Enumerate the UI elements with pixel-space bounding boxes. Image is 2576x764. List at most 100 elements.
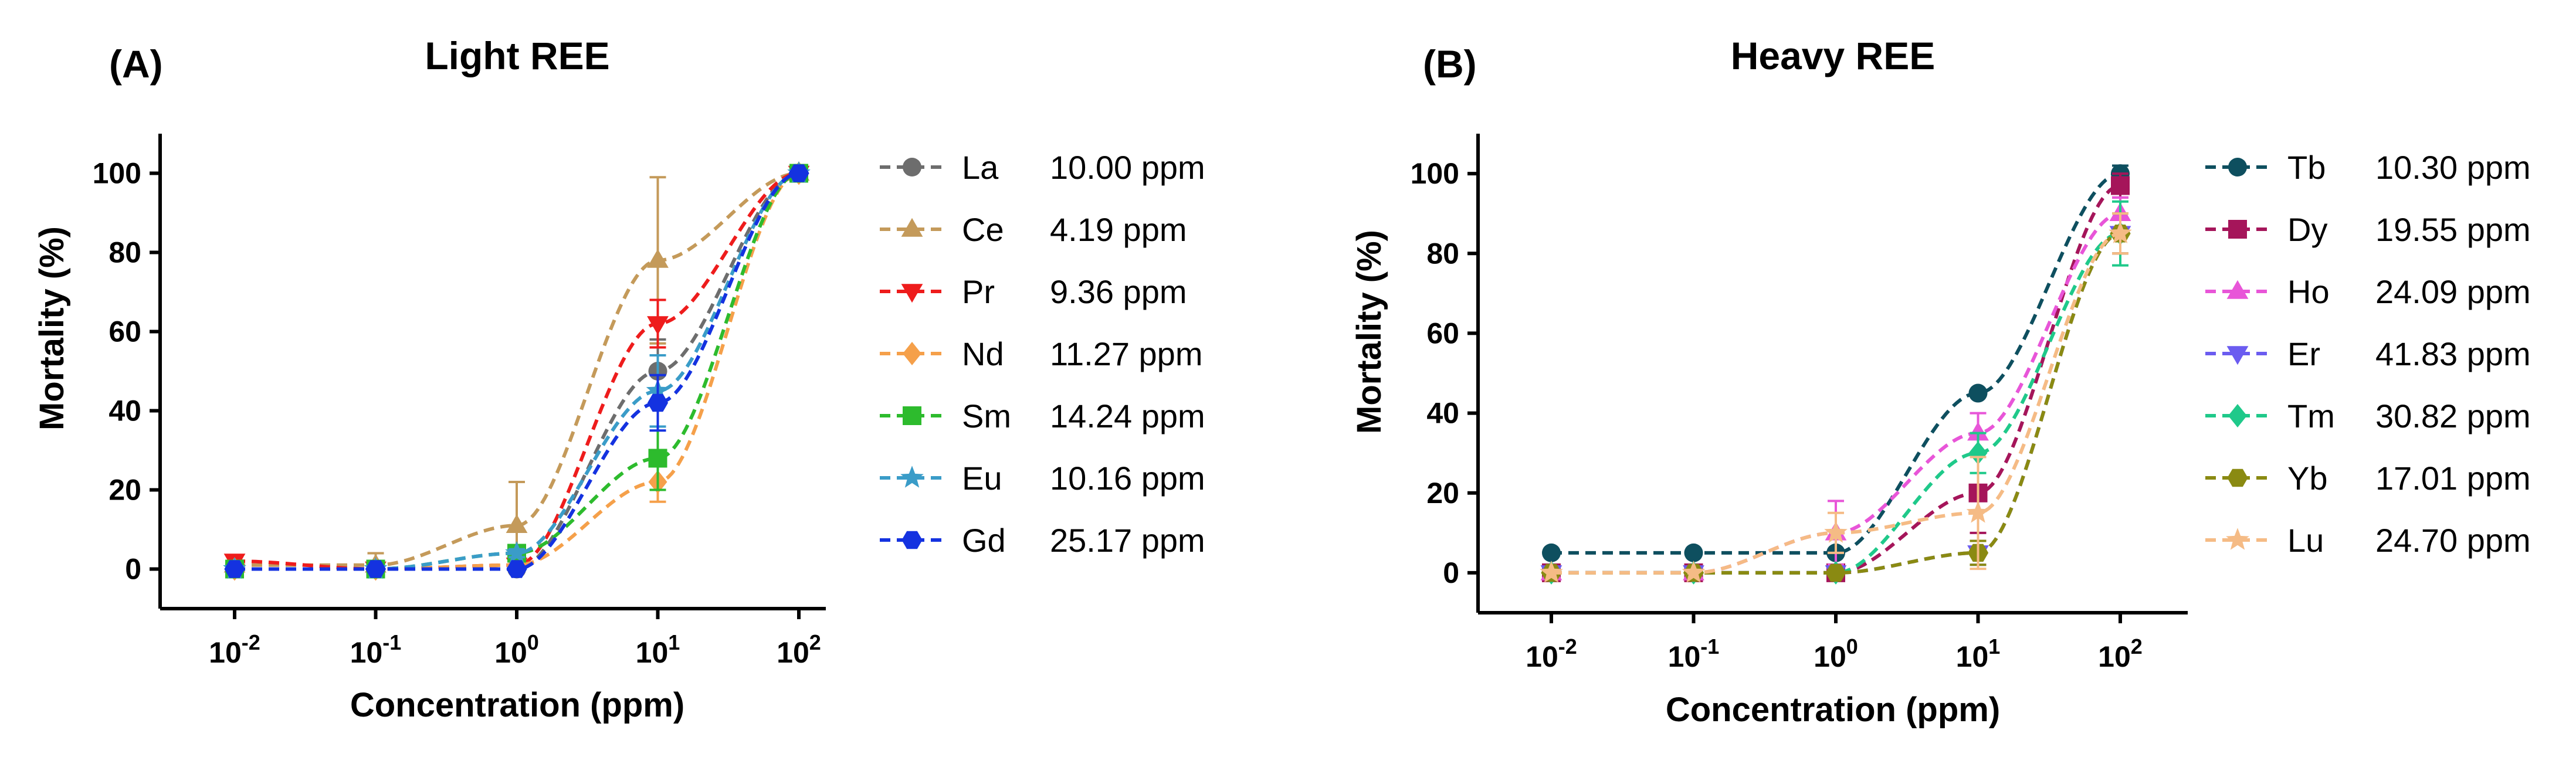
legend-marker	[2226, 280, 2249, 299]
legend-lc50: 4.19 ppm	[1050, 211, 1187, 248]
x-tick-label: 10-2	[209, 630, 260, 669]
y-tick-label: 20	[109, 474, 141, 507]
y-tick-label: 0	[125, 553, 141, 586]
legend-marker	[903, 406, 921, 425]
data-point	[505, 541, 528, 563]
legend-item-pr: Pr 9.36 ppm	[880, 273, 1187, 310]
x-tick-label: 101	[1956, 634, 2001, 673]
legend-lc50: 10.16 ppm	[1050, 460, 1205, 497]
x-tick-base: 10	[1956, 640, 1989, 673]
y-tick-label: 80	[1426, 237, 1459, 270]
chart-title: Light REE	[425, 34, 609, 77]
series-gd	[224, 164, 809, 578]
x-tick-base: 10	[1526, 640, 1558, 673]
x-tick-base: 10	[777, 636, 809, 669]
legend-item-eu: Eu 10.16 ppm	[880, 460, 1205, 497]
legend-marker	[901, 531, 923, 549]
legend-item-lu: Lu 24.70 ppm	[2205, 522, 2531, 559]
x-tick-exponent: -2	[242, 630, 260, 654]
fit-curve	[1551, 172, 2121, 555]
series-tb	[1542, 164, 2130, 562]
y-tick-label: 20	[1426, 477, 1459, 510]
x-tick-base: 10	[209, 636, 242, 669]
data-point	[648, 449, 667, 468]
legend-lc50: 24.09 ppm	[2375, 273, 2531, 310]
x-tick-label: 102	[777, 630, 821, 669]
legend-marker	[2226, 528, 2249, 550]
y-axis-label: Mortality (%)	[33, 226, 71, 430]
x-tick-exponent: -1	[1700, 634, 1719, 658]
y-tick-label: 100	[93, 157, 141, 190]
y-tick-label: 60	[109, 315, 141, 348]
legend-lc50: 30.82 ppm	[2375, 398, 2531, 434]
legend-lc50: 25.17 ppm	[1050, 522, 1205, 559]
legend-item-nd: Nd 11.27 ppm	[880, 335, 1202, 372]
chart-title: Heavy REE	[1731, 34, 1936, 77]
x-tick-exponent: 0	[1846, 634, 1858, 658]
legend-item-ce: Ce 4.19 ppm	[880, 211, 1187, 248]
data-point	[647, 249, 669, 268]
data-point	[1542, 543, 1561, 562]
y-tick-label: 100	[1411, 157, 1459, 190]
legend-item-ho: Ho 24.09 ppm	[2205, 273, 2531, 310]
legend-name: Dy	[2287, 211, 2327, 248]
legend-name: Pr	[962, 273, 995, 310]
legend-item-gd: Gd 25.17 ppm	[880, 522, 1205, 559]
x-tick-base: 10	[1814, 640, 1846, 673]
legend-name: Yb	[2287, 460, 2328, 497]
x-tick-exponent: 1	[668, 630, 680, 654]
data-point	[788, 164, 809, 182]
fit-curve	[235, 171, 799, 567]
legend-marker	[900, 466, 924, 488]
data-point	[1966, 501, 1990, 523]
data-point	[1825, 563, 1846, 582]
x-tick-exponent: -1	[382, 630, 401, 654]
data-point	[1540, 561, 1563, 583]
legend-item-la: La 10.00 ppm	[880, 149, 1205, 186]
x-tick-label: 10-2	[1526, 634, 1577, 673]
x-tick-label: 102	[2098, 634, 2143, 673]
legend-marker	[901, 218, 923, 237]
y-axis-label: Mortality (%)	[1350, 230, 1388, 434]
x-tick-label: 10-1	[350, 630, 402, 669]
legend-item-er: Er 41.83 ppm	[2205, 335, 2531, 372]
x-axis-label: Concentration (ppm)	[1666, 691, 2000, 729]
legend-name: Ho	[2287, 273, 2330, 310]
legend-lc50: 11.27 ppm	[1050, 335, 1202, 372]
x-tick-label: 101	[636, 630, 680, 669]
y-tick-label: 0	[1443, 556, 1459, 589]
y-tick-label: 40	[1426, 397, 1459, 430]
legend-lc50: 19.55 ppm	[2375, 211, 2531, 248]
legend-name: Gd	[962, 522, 1006, 559]
legend-name: Nd	[962, 335, 1004, 372]
data-point	[1684, 543, 1703, 562]
legend-lc50: 24.70 ppm	[2375, 522, 2531, 559]
data-point	[224, 560, 245, 578]
legend-item-tm: Tm 30.82 ppm	[2205, 398, 2531, 434]
legend-name: Tb	[2287, 149, 2326, 186]
panel-heavy-ree: (B) Heavy REE Mortality (%) Concentratio…	[1350, 34, 2531, 729]
data-point	[365, 560, 387, 578]
legend-marker	[903, 158, 921, 176]
x-axis-label: Concentration (ppm)	[350, 686, 684, 724]
panel-label: (A)	[109, 42, 163, 86]
x-tick-base: 10	[1668, 640, 1701, 673]
legend-lc50: 14.24 ppm	[1050, 398, 1205, 434]
series-lu	[1540, 212, 2132, 583]
legend-name: Sm	[962, 398, 1011, 434]
x-tick-base: 10	[636, 636, 669, 669]
x-tick-exponent: 2	[809, 630, 821, 654]
data-point	[2109, 221, 2132, 243]
data-point	[647, 393, 669, 412]
x-tick-base: 10	[2098, 640, 2131, 673]
legend-name: Eu	[962, 460, 1002, 497]
legend-item-sm: Sm 14.24 ppm	[880, 398, 1205, 434]
x-tick-label: 100	[494, 630, 539, 669]
x-tick-base: 10	[494, 636, 527, 669]
legend-name: Ce	[962, 211, 1004, 248]
legend-marker	[2228, 220, 2247, 239]
x-tick-exponent: 1	[1988, 634, 2000, 658]
legend-lc50: 10.00 ppm	[1050, 149, 1205, 186]
x-tick-exponent: -2	[1558, 634, 1577, 658]
